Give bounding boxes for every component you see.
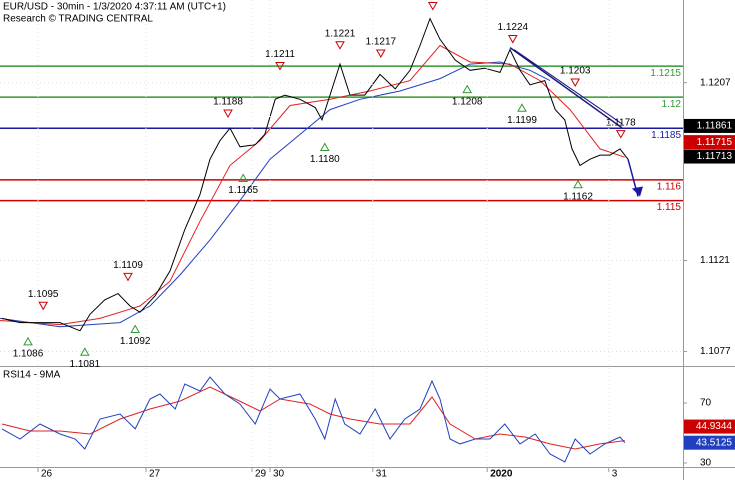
y-tick-label: 70 xyxy=(700,398,712,409)
y-tick-label: 1.1077 xyxy=(700,346,731,357)
series-line xyxy=(0,44,625,326)
annotation-label: 1.1162 xyxy=(563,191,593,202)
y-tick-label: 30 xyxy=(700,458,712,469)
price-label: 44.9344 xyxy=(696,421,733,432)
price-label-box xyxy=(684,419,735,434)
trough-marker xyxy=(79,347,90,356)
annotation-label: 1.1092 xyxy=(120,336,151,347)
peak-marker xyxy=(570,78,581,87)
chart-title: EUR/USD - 30min - 1/3/2020 4:37:11 AM (U… xyxy=(3,2,226,13)
level-label: 1.1185 xyxy=(651,130,681,141)
panel-title: RSI14 - 9MA xyxy=(3,370,61,381)
price-label: 1.11713 xyxy=(697,151,733,162)
level-label: 1.115 xyxy=(657,202,682,213)
annotation-label: 1.1224 xyxy=(498,22,529,33)
annotation-label: 1.1221 xyxy=(325,28,356,39)
price-label: 1.11861 xyxy=(697,121,733,132)
peak-marker xyxy=(123,272,133,282)
series-line xyxy=(1,386,625,450)
x-tick-label: 2020 xyxy=(490,469,513,480)
peak-marker xyxy=(615,130,626,139)
x-tick-label: 31 xyxy=(376,469,388,480)
annotation-label: 1.1199 xyxy=(507,115,537,126)
peak-marker xyxy=(335,41,345,50)
y-tick-label: 1.1121 xyxy=(700,255,730,266)
x-tick-label: 3 xyxy=(612,469,618,480)
annotation-label: 1.1211 xyxy=(265,49,295,60)
level-label: 1.12 xyxy=(662,99,682,110)
arrow-head xyxy=(632,186,643,197)
trough-marker xyxy=(130,324,141,334)
annotation-label: 1.1180 xyxy=(310,154,340,165)
peak-marker xyxy=(375,49,386,59)
peak-marker xyxy=(427,1,438,11)
peak-marker xyxy=(507,35,518,44)
peak-marker xyxy=(38,301,49,311)
level-label: 1.116 xyxy=(657,182,682,193)
annotation-label: 1.1178 xyxy=(606,117,636,128)
series-line xyxy=(1,376,626,463)
x-tick-label: 27 xyxy=(149,469,161,480)
trough-marker xyxy=(319,142,330,152)
annotation-label: 1.1086 xyxy=(13,349,44,360)
chart-subtitle: Research © TRADING CENTRAL xyxy=(3,14,153,25)
price-label: 1.11715 xyxy=(697,137,733,148)
annotation-label: 1.1165 xyxy=(228,185,258,196)
annotation-label: 1.1095 xyxy=(28,289,59,300)
annotation-label: 1.1203 xyxy=(560,66,591,77)
peak-marker xyxy=(275,61,285,71)
price-label-box xyxy=(684,118,735,133)
price-label-box xyxy=(684,435,735,450)
annotation-label: 1.1081 xyxy=(70,359,101,370)
trough-marker xyxy=(23,336,33,346)
trend-line xyxy=(509,46,623,129)
peak-marker xyxy=(223,109,233,119)
level-label: 1.1215 xyxy=(650,68,681,79)
annotation-label: 1.1188 xyxy=(213,97,243,108)
price-label-box xyxy=(684,149,735,164)
price-label-box xyxy=(684,135,735,150)
series-line xyxy=(1,17,629,332)
trough-marker xyxy=(573,179,583,189)
x-tick-label: 30 xyxy=(273,469,285,480)
annotation-label: 1.1109 xyxy=(113,260,143,271)
x-tick-label: 29 xyxy=(255,469,267,480)
x-tick-label: 26 xyxy=(41,469,53,480)
annotation-label: 1.1208 xyxy=(452,96,483,107)
annotation-label: 1.1217 xyxy=(366,37,397,48)
y-tick-label: 1.1207 xyxy=(700,77,731,88)
price-label: 43.5125 xyxy=(696,437,733,448)
trough-marker xyxy=(517,103,527,112)
trough-marker xyxy=(238,173,249,183)
trough-marker xyxy=(462,84,473,94)
trend-line-parallel xyxy=(513,49,623,125)
